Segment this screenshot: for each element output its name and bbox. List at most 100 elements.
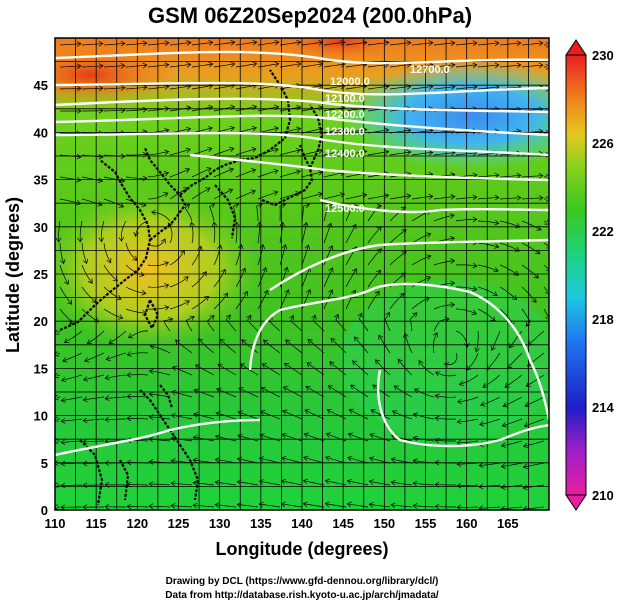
teal-region: [340, 280, 549, 440]
streamline-arrow: [228, 167, 234, 173]
streamline-arrow: [545, 316, 549, 320]
streamline-arrow: [494, 40, 500, 47]
streamline-arrow: [127, 333, 134, 339]
streamline-arrow: [494, 172, 500, 179]
streamline-arrow: [368, 501, 374, 508]
streamline-arrow: [215, 411, 221, 417]
streamline: [491, 330, 501, 351]
streamline-arrow: [126, 415, 132, 422]
streamline-arrow: [142, 62, 148, 69]
streamline-arrow: [193, 411, 199, 418]
streamline: [434, 439, 456, 442]
streamline-arrow: [252, 39, 258, 46]
streamline-arrow: [184, 300, 190, 306]
streamline-arrow: [450, 280, 456, 286]
streamline-arrow: [120, 62, 126, 69]
streamline-arrow: [538, 40, 544, 47]
streamline: [477, 220, 499, 224]
streamline-arrow: [500, 505, 506, 510]
streamline-arrow: [324, 501, 330, 508]
streamline-arrow: [126, 459, 132, 466]
streamline: [257, 41, 279, 46]
streamline: [148, 483, 171, 486]
streamline: [477, 42, 499, 46]
streamline-arrow: [538, 128, 544, 135]
streamline-arrow: [82, 460, 88, 467]
streamline-arrow: [55, 394, 59, 401]
streamline-arrow: [241, 267, 247, 273]
streamline: [434, 506, 456, 508]
streamline: [367, 42, 389, 46]
streamline-arrow: [217, 244, 223, 250]
x-tick-label: 130: [209, 516, 231, 531]
streamline-arrow: [263, 289, 269, 296]
streamline-arrow: [76, 176, 82, 183]
streamline-arrow: [472, 194, 478, 201]
streamline-arrow: [192, 480, 198, 486]
streamline: [194, 389, 215, 398]
streamline: [147, 284, 169, 288]
x-tick-label: 110: [45, 516, 66, 531]
streamline: [191, 271, 207, 288]
streamline: [170, 505, 193, 508]
streamline: [281, 480, 303, 486]
streamline-arrow: [339, 192, 346, 198]
streamline: [527, 352, 545, 367]
streamline: [125, 86, 147, 90]
streamline: [259, 457, 281, 464]
streamline: [412, 505, 435, 508]
streamline-arrow: [206, 167, 212, 173]
streamline: [479, 462, 501, 466]
streamline-arrow: [494, 194, 500, 201]
streamline-arrow: [163, 192, 169, 198]
streamline: [148, 505, 171, 508]
streamline: [389, 251, 407, 266]
streamline-arrow: [63, 279, 69, 285]
streamline: [543, 286, 549, 292]
streamline-arrow: [120, 177, 126, 184]
streamline: [125, 64, 147, 68]
streamline-arrow: [327, 385, 334, 391]
streamline-arrow: [434, 393, 440, 400]
streamline-arrow: [374, 290, 380, 297]
x-axis-title: Longitude (degrees): [215, 539, 388, 559]
streamline: [59, 264, 69, 285]
streamline-arrow: [55, 351, 60, 357]
streamline: [263, 339, 281, 354]
streamline-arrow: [545, 269, 549, 272]
streamline-arrow: [60, 439, 66, 446]
streamline: [257, 290, 268, 310]
streamline-arrow: [391, 410, 398, 416]
streamline-arrow: [340, 105, 346, 111]
streamline-arrow: [545, 41, 549, 48]
streamline-arrow: [535, 249, 541, 255]
streamline: [432, 332, 438, 354]
streamline: [349, 409, 369, 420]
streamline-arrow: [230, 61, 236, 68]
streamline: [235, 222, 238, 244]
streamline-arrow: [118, 314, 124, 320]
streamline-arrow: [194, 364, 201, 370]
y-tick-labels: 0 5 10 15 20 25 30 35 40 45: [34, 78, 48, 518]
streamline-arrow: [76, 108, 82, 114]
streamline: [503, 396, 523, 407]
plot-frame: [54, 37, 550, 511]
streamline-arrow: [285, 339, 291, 345]
streamline: [125, 242, 138, 261]
y-tick-label: 30: [34, 220, 48, 235]
streamline-arrow: [98, 40, 104, 47]
y-tick-label: 20: [34, 314, 48, 329]
streamline-arrow: [97, 201, 103, 207]
streamline: [367, 205, 382, 222]
streamline-arrow: [139, 271, 145, 277]
contour-label: 12200.0: [325, 109, 365, 121]
streamline-arrow: [284, 289, 290, 295]
streamline-arrow: [118, 202, 125, 208]
cold-anomaly: [340, 60, 549, 170]
streamline: [103, 109, 126, 112]
streamline-arrow: [120, 40, 126, 47]
streamline: [81, 176, 103, 182]
streamline-arrow: [328, 289, 334, 295]
colorbar-scale: [565, 54, 587, 496]
streamline: [125, 308, 147, 314]
